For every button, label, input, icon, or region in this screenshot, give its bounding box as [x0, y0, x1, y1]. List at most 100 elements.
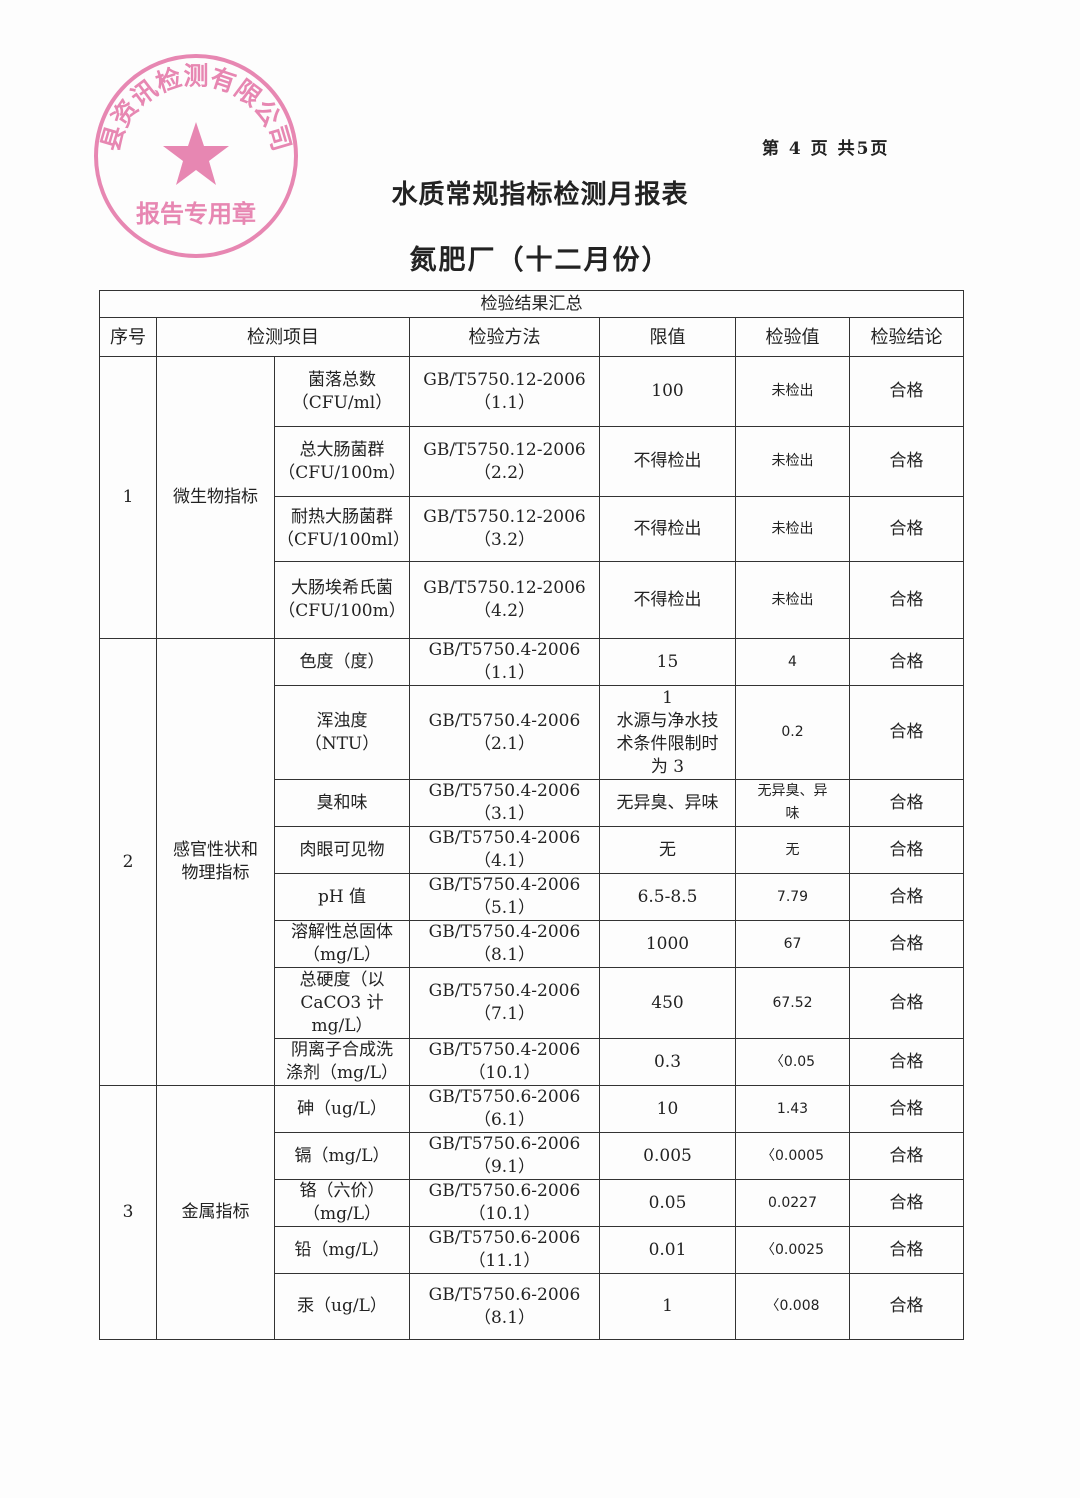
conclusion: 合格	[848, 1132, 965, 1180]
test-item: 镉（mg/L）	[274, 1132, 410, 1180]
stamp-company: 县资讯检测有限公司	[96, 61, 297, 154]
measured-value: 67.52	[735, 967, 850, 1039]
measured-value: 0.0227	[735, 1179, 850, 1227]
table-row: 3 金属指标 砷（ug/L） GB/T5750.6-2006 （6.1） 10 1.43 合格	[99, 1085, 965, 1340]
test-method: GB/T5750.6-2006 （8.1）	[409, 1273, 600, 1340]
conclusion: 合格	[848, 426, 965, 497]
limit-value: 不得检出	[599, 561, 736, 639]
conclusion: 合格	[848, 779, 965, 827]
measured-value: 1.43	[735, 1085, 850, 1133]
test-item: 肉眼可见物	[274, 826, 410, 874]
results-table: 检验结果汇总 序号 检测项目 检验方法 限值 检验值 检验结论 1 微生物指标 菌落…	[98, 290, 965, 1340]
header-limit: 限值	[599, 317, 736, 357]
test-method: GB/T5750.6-2006 （6.1）	[409, 1085, 600, 1133]
document-title: 水质常规指标检测月报表	[391, 180, 689, 210]
test-method: GB/T5750.4-2006 （4.1）	[409, 826, 600, 874]
conclusion: 合格	[848, 1226, 965, 1274]
limit-value: 不得检出	[599, 496, 736, 562]
test-method: GB/T5750.4-2006 （8.1）	[409, 920, 600, 968]
limit-value: 450	[599, 967, 736, 1039]
measured-value: 4	[735, 638, 850, 686]
svg-text:县资讯检测有限公司: 县资讯检测有限公司	[96, 61, 297, 154]
header-item: 检测项目	[156, 317, 410, 357]
test-item: 总硬度（以 CaCO3 计 mg/L）	[274, 967, 410, 1039]
table-row: 镉（mg/L） GB/T5750.6-2006 （9.1） 0.005 〈0.0005 合…	[100, 1132, 965, 1180]
measured-value: 未检出	[735, 356, 850, 427]
test-method: GB/T5750.4-2006 （5.1）	[409, 873, 600, 921]
limit-value: 0.005	[599, 1132, 736, 1180]
limit-value: 不得检出	[599, 426, 736, 497]
test-item: 色度（度）	[274, 638, 410, 686]
test-item: 铅（mg/L）	[274, 1226, 410, 1274]
limit-value: 15	[599, 638, 736, 686]
header-no: 序号	[99, 317, 157, 357]
measured-value: 〈0.0005	[735, 1132, 850, 1180]
test-method: GB/T5750.4-2006 （7.1）	[409, 967, 600, 1039]
test-item: 溶解性总固体 （mg/L）	[274, 920, 410, 968]
test-item: pH 值	[274, 873, 410, 921]
conclusion: 合格	[848, 920, 965, 968]
limit-value: 1 水源与净水技 术条件限制时为 3	[599, 685, 736, 780]
test-method: GB/T5750.12-2006 （2.2）	[409, 426, 600, 497]
table-row: 总硬度（以 CaCO3 计 mg/L） GB/T5750.4-2006 （7.1） 450…	[100, 967, 965, 1039]
conclusion: 合格	[848, 873, 965, 921]
header-method: 检验方法	[409, 317, 600, 357]
conclusion: 合格	[848, 1179, 965, 1227]
group-number: 2	[99, 638, 157, 1086]
table-row: pH 值 GB/T5750.4-2006 （5.1） 6.5-8.5 7.79 合格	[100, 873, 965, 921]
measured-value: 未检出	[735, 426, 850, 497]
table-row: 1 微生物指标 菌落总数 （CFU/ml） GB/T5750.12-2006 （1.1） 1…	[99, 356, 965, 639]
conclusion: 合格	[848, 967, 965, 1039]
test-item: 汞（ug/L）	[274, 1273, 410, 1340]
limit-value: 1	[599, 1273, 736, 1340]
conclusion: 合格	[848, 356, 965, 427]
table-row: 大肠埃希氏菌 （CFU/100m） GB/T5750.12-2006 （4.2） 不得检…	[100, 561, 965, 639]
test-method: GB/T5750.6-2006 （10.1）	[409, 1179, 600, 1227]
conclusion: 合格	[848, 685, 965, 780]
limit-value: 0.05	[599, 1179, 736, 1227]
stamp-ring	[94, 54, 298, 258]
test-method: GB/T5750.4-2006 （2.1）	[409, 685, 600, 780]
measured-value: 无	[735, 826, 850, 874]
group-number: 1	[99, 356, 157, 639]
measured-value: 〈0.05	[735, 1038, 850, 1086]
test-item: 臭和味	[274, 779, 410, 827]
group-category: 金属指标	[156, 1085, 275, 1340]
limit-value: 无	[599, 826, 736, 874]
conclusion: 合格	[848, 496, 965, 562]
measured-value: 7.79	[735, 873, 850, 921]
limit-value: 6.5-8.5	[599, 873, 736, 921]
header-result: 检验结论	[848, 317, 965, 357]
limit-value: 1000	[599, 920, 736, 968]
limit-value: 0.3	[599, 1038, 736, 1086]
conclusion: 合格	[848, 561, 965, 639]
test-item: 砷（ug/L）	[274, 1085, 410, 1133]
official-stamp: 县资讯检测有限公司 报告专用章	[94, 54, 298, 258]
group-category: 微生物指标	[156, 356, 275, 639]
table-row: 2 感官性状和 物理指标 色度（度） GB/T5750.4-2006 （1.1） 15 4 合格	[99, 638, 965, 1086]
table-row: 浑浊度 （NTU） GB/T5750.4-2006 （2.1） 1 水源与净水技 术条件限制…	[100, 685, 965, 780]
table-row: 铅（mg/L） GB/T5750.6-2006 （11.1） 0.01 〈0.0025 合…	[100, 1226, 965, 1274]
test-method: GB/T5750.12-2006 （4.2）	[409, 561, 600, 639]
test-item: 大肠埃希氏菌 （CFU/100m）	[274, 561, 410, 639]
document-subtitle: 氮肥厂（十二月份）	[409, 245, 671, 276]
test-method: GB/T5750.4-2006 （10.1）	[409, 1038, 600, 1086]
test-method: GB/T5750.12-2006 （3.2）	[409, 496, 600, 562]
limit-value: 100	[599, 356, 736, 427]
table-banner: 检验结果汇总	[98, 290, 965, 318]
page-number: 第 4 页 共5页	[762, 139, 890, 159]
test-method: GB/T5750.6-2006 （9.1）	[409, 1132, 600, 1180]
test-item: 浑浊度 （NTU）	[274, 685, 410, 780]
test-item: 铬（六价） （mg/L）	[274, 1179, 410, 1227]
measured-value: 67	[735, 920, 850, 968]
conclusion: 合格	[848, 1273, 965, 1340]
table-row: 总大肠菌群 （CFU/100m） GB/T5750.12-2006 （2.2） 不得检出…	[100, 426, 965, 497]
conclusion: 合格	[848, 1085, 965, 1133]
test-item: 总大肠菌群 （CFU/100m）	[274, 426, 410, 497]
group-category: 感官性状和 物理指标	[156, 638, 275, 1086]
measured-value: 无异臭、异味	[735, 779, 850, 827]
test-method: GB/T5750.4-2006 （3.1）	[409, 779, 600, 827]
table-row: 耐热大肠菌群 （CFU/100ml） GB/T5750.12-2006 （3.2） 不得…	[100, 496, 965, 562]
measured-value: 〈0.008	[735, 1273, 850, 1340]
conclusion: 合格	[848, 638, 965, 686]
